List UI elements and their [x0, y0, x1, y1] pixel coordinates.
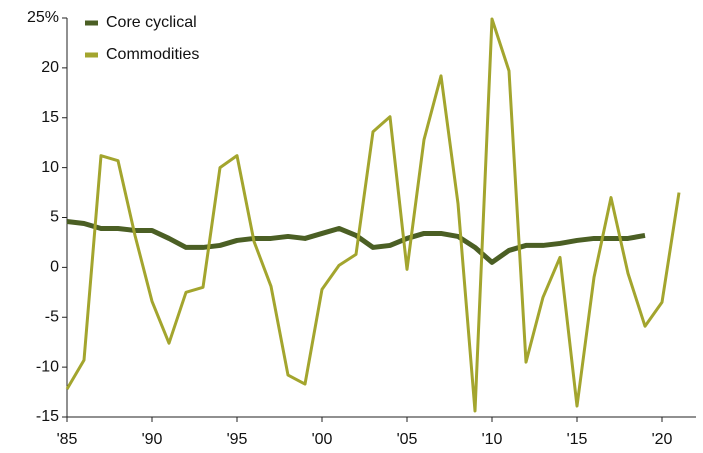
- x-tick-label: '15: [567, 431, 588, 448]
- legend-label: Commodities: [106, 46, 199, 63]
- x-tick-label: '10: [482, 431, 503, 448]
- y-tick-label: 5: [50, 209, 59, 226]
- y-tick-label: 0: [50, 259, 59, 276]
- x-tick-label: '05: [397, 431, 418, 448]
- x-tick-label: '90: [142, 431, 163, 448]
- y-tick-label: 25%: [27, 9, 59, 26]
- y-tick-label: 20: [41, 59, 59, 76]
- y-tick-label: 10: [41, 159, 59, 176]
- series-line: [66, 219, 646, 265]
- x-tick-label: '95: [227, 431, 248, 448]
- legend-label: Core cyclical: [106, 14, 197, 31]
- y-tick-label: 15: [41, 109, 59, 126]
- y-tick-label: -15: [36, 408, 59, 425]
- y-tick-label: -10: [36, 358, 59, 375]
- x-tick-label: '85: [57, 431, 78, 448]
- y-tick-label: -5: [45, 308, 59, 325]
- series-line: [65, 17, 681, 413]
- x-tick-label: '00: [312, 431, 333, 448]
- x-tick-label: '20: [652, 431, 673, 448]
